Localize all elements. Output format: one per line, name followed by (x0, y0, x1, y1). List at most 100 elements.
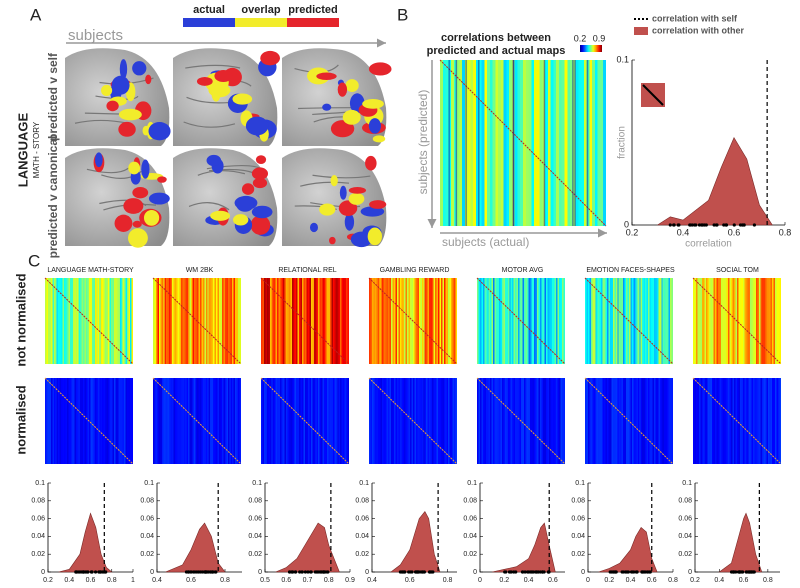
y-tick-label: 0.08 (678, 498, 692, 505)
sulcus (312, 174, 371, 179)
x-tick-label: 1 (131, 577, 135, 584)
y-tick-label: 0.1 (467, 480, 477, 487)
y-tick-label: 0 (473, 569, 477, 576)
legend-swatch (634, 27, 648, 35)
matrix-title: predicted and actual maps (427, 45, 566, 57)
subject-dot (419, 570, 423, 574)
activation-blob (232, 93, 253, 105)
density-area (165, 522, 226, 573)
y-tick-label: 0 (624, 219, 629, 229)
subject-dot (648, 570, 652, 574)
y-tick-label: 0.1 (252, 480, 262, 487)
subject-dot (742, 223, 746, 227)
subject-dot (210, 570, 214, 574)
activation-blob (214, 70, 233, 83)
subject-dot (676, 223, 680, 227)
activation-blob (141, 159, 150, 179)
y-tick-label: 0 (41, 569, 45, 576)
subject-dot (74, 570, 78, 574)
subject-dot (214, 570, 218, 574)
x-tick-label: 0.4 (524, 577, 534, 584)
activation-blob (111, 75, 130, 95)
chart-title: MOTOR AVG (502, 267, 544, 274)
chart-title: GAMBLING REWARD (380, 267, 450, 274)
activation-blob (241, 183, 255, 195)
y-tick-label: 0.1 (35, 480, 45, 487)
subject-dot (298, 570, 302, 574)
activation-blob (339, 185, 347, 200)
legend-label: correlation with self (652, 13, 738, 23)
activation-blob (350, 231, 373, 248)
activation-blob (106, 100, 119, 112)
activation-blob (128, 161, 141, 175)
row-label: predicted v canonical (46, 136, 60, 259)
y-tick-label: 0.1 (144, 480, 154, 487)
y-tick-label: 0 (258, 569, 262, 576)
brain-image (173, 148, 278, 246)
activation-blob (114, 214, 133, 232)
activation-blob (322, 103, 332, 111)
x-tick-label: 0.8 (668, 577, 678, 584)
subject-dot (428, 570, 432, 574)
subject-dot (700, 223, 704, 227)
x-tick-label: 0.8 (763, 577, 773, 584)
activation-blob (372, 135, 386, 143)
colorbar (580, 45, 602, 52)
subject-dot (521, 570, 525, 574)
subject-dot (712, 223, 716, 227)
subject-dot (714, 223, 718, 227)
y-tick-label: 0.04 (140, 533, 154, 540)
activation-blob (309, 222, 318, 233)
subject-dot (191, 570, 196, 574)
subject-dot (732, 570, 736, 574)
heatmap-diagonal (692, 377, 782, 465)
axis-label: subjects (predicted) (416, 90, 430, 195)
subject-dot (688, 223, 693, 227)
subject-dot (93, 570, 98, 574)
subject-dot (645, 570, 649, 574)
subject-dot (79, 570, 83, 574)
x-tick-label: 0.4 (677, 227, 690, 237)
x-tick-label: 0.8 (107, 577, 117, 584)
subject-dot (634, 570, 638, 574)
activation-blob (118, 121, 136, 137)
x-tick-label: 0.6 (281, 577, 291, 584)
activation-blob (255, 155, 267, 164)
axis-label: subjects (actual) (442, 235, 529, 249)
subject-dot (196, 570, 201, 574)
activation-blob (119, 59, 128, 80)
activation-blob (368, 62, 392, 76)
x-tick-label: 0.8 (324, 577, 334, 584)
activation-blob (365, 155, 377, 171)
activation-blob (367, 227, 383, 246)
heatmap-diagonal (152, 377, 242, 465)
x-tick-label: 0.8 (220, 577, 230, 584)
x-tick-label: 0 (478, 577, 482, 584)
subject-dot (672, 223, 676, 227)
y-axis-label: fraction (617, 126, 628, 159)
heatmap-diagonal (692, 277, 782, 365)
x-tick-label: 0.4 (626, 577, 636, 584)
y-tick-label: 0.02 (248, 551, 262, 558)
subject-dot (702, 223, 707, 227)
activation-blob (145, 74, 152, 85)
subject-dot (306, 570, 310, 574)
brain-image (65, 148, 170, 248)
subject-dot (526, 570, 531, 574)
activation-blob (143, 209, 160, 226)
activation-blob (345, 79, 359, 93)
subject-dot (724, 223, 728, 227)
matrix-title: correlations between (441, 32, 551, 44)
x-tick-label: 0.2 (604, 577, 614, 584)
activation-blob (148, 121, 171, 141)
density-area (656, 136, 773, 226)
subject-dot (732, 223, 736, 227)
activation-blob (330, 175, 338, 187)
brain-image (282, 48, 392, 147)
cortex (282, 148, 387, 246)
y-tick-label: 0.02 (31, 551, 45, 558)
density-area (492, 522, 556, 573)
brain-image (173, 48, 280, 147)
activation-blob (369, 200, 387, 209)
x-tick-label: 0.2 (499, 577, 509, 584)
